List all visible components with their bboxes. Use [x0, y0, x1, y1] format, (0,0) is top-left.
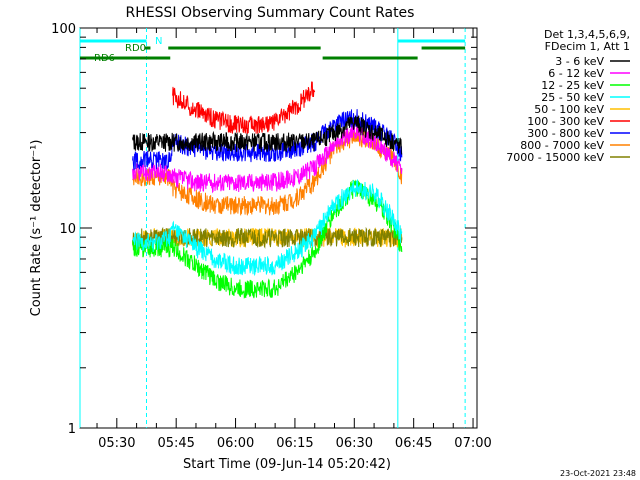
y-tick-label: 100 — [51, 22, 76, 37]
legend-entry-label: 300 - 800 keV — [527, 127, 604, 140]
legend: Det 1,3,4,5,6,9,FDecim 1, Att 1 3 - 6 keV… — [506, 28, 630, 164]
x-tick-label: 06:45 — [395, 436, 432, 451]
x-axis-label: Start Time (09-Jun-14 05:20:42) — [183, 457, 391, 472]
legend-entry-label: 25 - 50 keV — [541, 91, 604, 104]
legend-entry-label: 12 - 25 keV — [541, 79, 604, 92]
legend-header-line: Det 1,3,4,5,6,9, — [544, 28, 630, 41]
chart-title: RHESSI Observing Summary Count Rates — [126, 5, 415, 21]
legend-entry-label: 6 - 12 keV — [548, 67, 604, 80]
x-tick-label: 05:45 — [157, 436, 194, 451]
x-tick-label: 06:30 — [336, 436, 373, 451]
legend-entry-label: 800 - 7000 keV — [520, 139, 604, 152]
legend-entry-label: 3 - 6 keV — [555, 55, 604, 68]
series-line-3-6-kev — [132, 114, 403, 155]
series-line-7000-15000-kev — [132, 226, 403, 249]
x-tick-label: 07:00 — [454, 436, 491, 451]
y-tick-label: 1 — [68, 422, 76, 437]
x-tick-label: 06:15 — [276, 436, 313, 451]
x-tick-label: 05:30 — [98, 436, 135, 451]
series-line-100-300-kev — [172, 81, 316, 134]
flag-label: RD0 — [125, 43, 146, 54]
series-line-25-50-kev — [132, 179, 403, 277]
legend-header-line: FDecim 1, Att 1 — [545, 40, 630, 53]
plot-frame — [79, 27, 478, 429]
flag-label: N — [155, 36, 162, 47]
legend-entry-label: 7000 - 15000 keV — [506, 151, 604, 164]
x-tick-label: 06:00 — [217, 436, 254, 451]
series-line-12-25-kev — [132, 179, 403, 299]
timestamp: 23-Oct-2021 23:48 — [560, 469, 636, 478]
y-tick-label: 10 — [59, 222, 76, 237]
legend-entry-label: 100 - 300 keV — [527, 115, 604, 128]
y-axis-label: Count Rate (s⁻¹ detector⁻¹) — [29, 140, 44, 317]
flag-label: RD6 — [94, 53, 115, 64]
legend-entry-label: 50 - 100 keV — [534, 103, 604, 116]
